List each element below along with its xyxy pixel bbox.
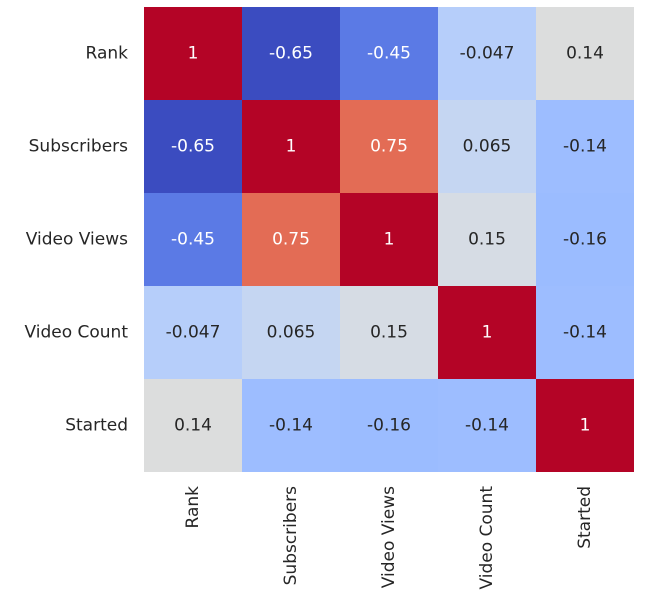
- cell-value-label: 1: [580, 416, 591, 436]
- heatmap-cell: [536, 7, 634, 100]
- y-tick-label: Video Views: [26, 230, 128, 250]
- heatmap-cell: [340, 286, 438, 379]
- heatmap-cell: [536, 100, 634, 193]
- heatmap-cell: [536, 379, 634, 472]
- heatmap-cell: [438, 379, 536, 472]
- heatmap-cell: [340, 379, 438, 472]
- heatmap-cell: [242, 193, 340, 286]
- heatmap-cell: [438, 286, 536, 379]
- cell-value-label: 0.14: [174, 416, 212, 436]
- x-tick-label: Video Count: [477, 486, 497, 590]
- x-axis-tick-labels: Rank Subscribers Video Views Video Count Sta…: [183, 486, 595, 590]
- heatmap-cell: [438, 193, 536, 286]
- x-tick-label: Subscribers: [281, 486, 301, 586]
- heatmap-cell: [242, 286, 340, 379]
- cell-value-label: 0.75: [272, 230, 310, 250]
- cell-value-label: -0.14: [465, 416, 509, 436]
- cell-value-label: 0.14: [566, 44, 604, 64]
- heatmap-cell: [144, 100, 242, 193]
- cell-value-label: -0.14: [563, 137, 607, 157]
- heatmap-cells: [144, 7, 634, 472]
- cell-value-label: 0.15: [370, 323, 408, 343]
- x-tick-label: Rank: [183, 486, 203, 529]
- cell-value-label: -0.65: [171, 137, 215, 157]
- y-axis-tick-labels: Rank Subscribers Video Views Video Count Sta…: [24, 44, 128, 436]
- y-tick-label: Subscribers: [29, 137, 129, 157]
- heatmap-cell: [242, 100, 340, 193]
- cell-value-label: 0.75: [370, 137, 408, 157]
- cell-value-label: 1: [188, 44, 199, 64]
- heatmap-cell: [242, 379, 340, 472]
- cell-value-label: 1: [286, 137, 297, 157]
- cell-value-label: -0.047: [166, 323, 221, 343]
- heatmap-cell: [144, 379, 242, 472]
- cell-value-label: 0.065: [463, 137, 512, 157]
- cell-value-label: 0.15: [468, 230, 506, 250]
- heatmap-cell: [340, 193, 438, 286]
- cell-value-label: -0.45: [367, 44, 411, 64]
- heatmap-cell: [536, 286, 634, 379]
- y-tick-label: Video Count: [24, 323, 128, 343]
- heatmap-cell: [144, 286, 242, 379]
- cell-value-label: -0.16: [563, 230, 607, 250]
- x-tick-label: Started: [575, 486, 595, 549]
- cell-value-label: 1: [384, 230, 395, 250]
- heatmap-cell: [536, 193, 634, 286]
- cell-value-label: 0.065: [267, 323, 316, 343]
- cell-value-label: 1: [482, 323, 493, 343]
- heatmap-cell: [438, 7, 536, 100]
- cell-value-label: -0.16: [367, 416, 411, 436]
- cell-value-label: -0.65: [269, 44, 313, 64]
- heatmap-cell: [438, 100, 536, 193]
- heatmap-cell: [340, 7, 438, 100]
- cell-value-label: -0.45: [171, 230, 215, 250]
- heatmap-cell: [340, 100, 438, 193]
- heatmap-cell: [144, 7, 242, 100]
- cell-value-label: -0.14: [563, 323, 607, 343]
- y-tick-label: Rank: [86, 44, 129, 64]
- heatmap-cell: [144, 193, 242, 286]
- cell-value-labels: 1 -0.65 -0.45 -0.047 0.14 -0.65 1 0.75 0.065 -0.1…: [166, 44, 607, 436]
- cell-value-label: -0.14: [269, 416, 313, 436]
- x-tick-label: Video Views: [379, 486, 399, 588]
- heatmap-cell: [242, 7, 340, 100]
- cell-value-label: -0.047: [460, 44, 515, 64]
- y-tick-label: Started: [65, 416, 128, 436]
